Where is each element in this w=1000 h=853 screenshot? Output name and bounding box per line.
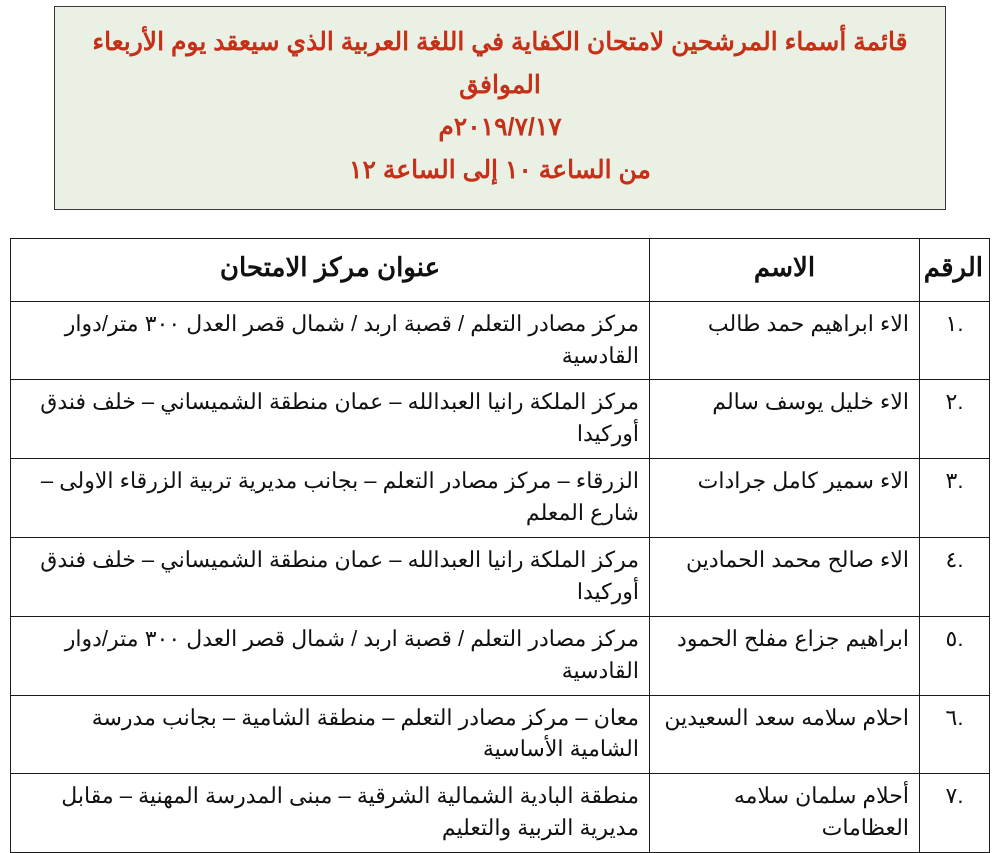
cell-address: مركز الملكة رانيا العبدالله – عمان منطقة… bbox=[11, 380, 650, 459]
cell-address: مركز الملكة رانيا العبدالله – عمان منطقة… bbox=[11, 538, 650, 617]
cell-address: منطقة البادية الشمالية الشرقية – مبنى ال… bbox=[11, 774, 650, 853]
cell-name: الاء صالح محمد الحمادين bbox=[650, 538, 920, 617]
table-row: .٦ احلام سلامه سعد السعيدين معان – مركز … bbox=[11, 695, 990, 774]
cell-name: ابراهيم جزاع مفلح الحمود bbox=[650, 616, 920, 695]
col-header-address: عنوان مركز الامتحان bbox=[11, 239, 650, 302]
title-banner: قائمة أسماء المرشحين لامتحان الكفاية في … bbox=[54, 6, 946, 210]
table-row: .٢ الاء خليل يوسف سالم مركز الملكة رانيا… bbox=[11, 380, 990, 459]
cell-number: .٣ bbox=[920, 459, 990, 538]
table-row: .٤ الاء صالح محمد الحمادين مركز الملكة ر… bbox=[11, 538, 990, 617]
cell-number: .١ bbox=[920, 301, 990, 380]
cell-number: .٥ bbox=[920, 616, 990, 695]
cell-address: الزرقاء – مركز مصادر التعلم – بجانب مدير… bbox=[11, 459, 650, 538]
cell-address: مركز مصادر التعلم / قصبة اربد / شمال قصر… bbox=[11, 301, 650, 380]
col-header-name: الاسم bbox=[650, 239, 920, 302]
cell-name: الاء ابراهيم حمد طالب bbox=[650, 301, 920, 380]
title-line-2: ٢٠١٩/٧/١٧م bbox=[61, 106, 939, 149]
col-header-number: الرقم bbox=[920, 239, 990, 302]
table-row: .٥ ابراهيم جزاع مفلح الحمود مركز مصادر ا… bbox=[11, 616, 990, 695]
table-row: .١ الاء ابراهيم حمد طالب مركز مصادر التع… bbox=[11, 301, 990, 380]
cell-name: الاء خليل يوسف سالم bbox=[650, 380, 920, 459]
cell-name: الاء سمير كامل جرادات bbox=[650, 459, 920, 538]
table-row: .٧ أحلام سلمان سلامه العظامات منطقة البا… bbox=[11, 774, 990, 853]
title-line-3: من الساعة ١٠ إلى الساعة ١٢ bbox=[61, 149, 939, 192]
cell-number: .٢ bbox=[920, 380, 990, 459]
candidates-table: الرقم الاسم عنوان مركز الامتحان .١ الاء … bbox=[10, 238, 990, 853]
cell-address: مركز مصادر التعلم / قصبة اربد / شمال قصر… bbox=[11, 616, 650, 695]
cell-number: .٧ bbox=[920, 774, 990, 853]
cell-name: أحلام سلمان سلامه العظامات bbox=[650, 774, 920, 853]
cell-name: احلام سلامه سعد السعيدين bbox=[650, 695, 920, 774]
table-header-row: الرقم الاسم عنوان مركز الامتحان bbox=[11, 239, 990, 302]
title-line-1: قائمة أسماء المرشحين لامتحان الكفاية في … bbox=[61, 21, 939, 106]
cell-address: معان – مركز مصادر التعلم – منطقة الشامية… bbox=[11, 695, 650, 774]
cell-number: .٦ bbox=[920, 695, 990, 774]
cell-number: .٤ bbox=[920, 538, 990, 617]
table-row: .٣ الاء سمير كامل جرادات الزرقاء – مركز … bbox=[11, 459, 990, 538]
